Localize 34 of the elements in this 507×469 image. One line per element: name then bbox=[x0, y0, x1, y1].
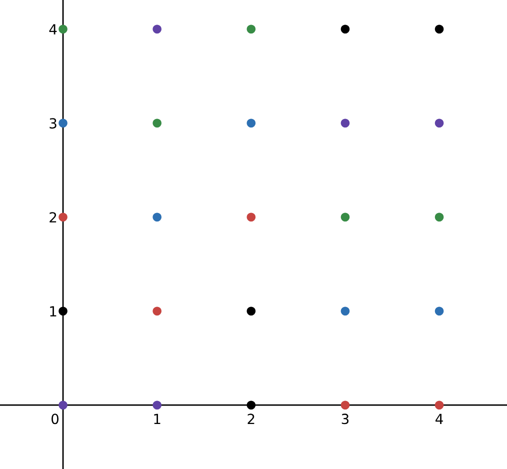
y-tick-label: 1 bbox=[50, 306, 56, 316]
point bbox=[58, 118, 68, 128]
point bbox=[246, 118, 256, 128]
point bbox=[152, 400, 162, 410]
point bbox=[58, 306, 68, 316]
x-tick-label: 0 bbox=[52, 414, 59, 424]
point bbox=[246, 24, 256, 34]
point bbox=[58, 212, 68, 222]
point bbox=[434, 212, 444, 222]
point bbox=[246, 306, 256, 316]
point bbox=[434, 306, 444, 316]
point bbox=[434, 24, 444, 34]
point bbox=[152, 118, 162, 128]
point bbox=[58, 24, 68, 34]
point bbox=[340, 118, 350, 128]
y-tick-label: 3 bbox=[50, 118, 56, 129]
point bbox=[152, 306, 162, 316]
y-tick-label: 2 bbox=[50, 212, 56, 222]
point bbox=[340, 212, 350, 222]
point bbox=[152, 212, 162, 222]
point bbox=[246, 212, 256, 222]
x-tick-label: 1 bbox=[154, 414, 160, 424]
x-tick-label: 4 bbox=[436, 414, 443, 424]
x-tick-label: 3 bbox=[342, 414, 349, 424]
point bbox=[340, 306, 350, 316]
point bbox=[434, 118, 444, 128]
y-tick-label: 4 bbox=[49, 24, 57, 34]
point bbox=[434, 400, 444, 410]
point bbox=[340, 24, 350, 34]
point bbox=[152, 24, 162, 34]
point bbox=[340, 400, 350, 410]
point bbox=[58, 400, 68, 410]
x-tick-label: 2 bbox=[248, 414, 254, 424]
point bbox=[246, 400, 256, 410]
